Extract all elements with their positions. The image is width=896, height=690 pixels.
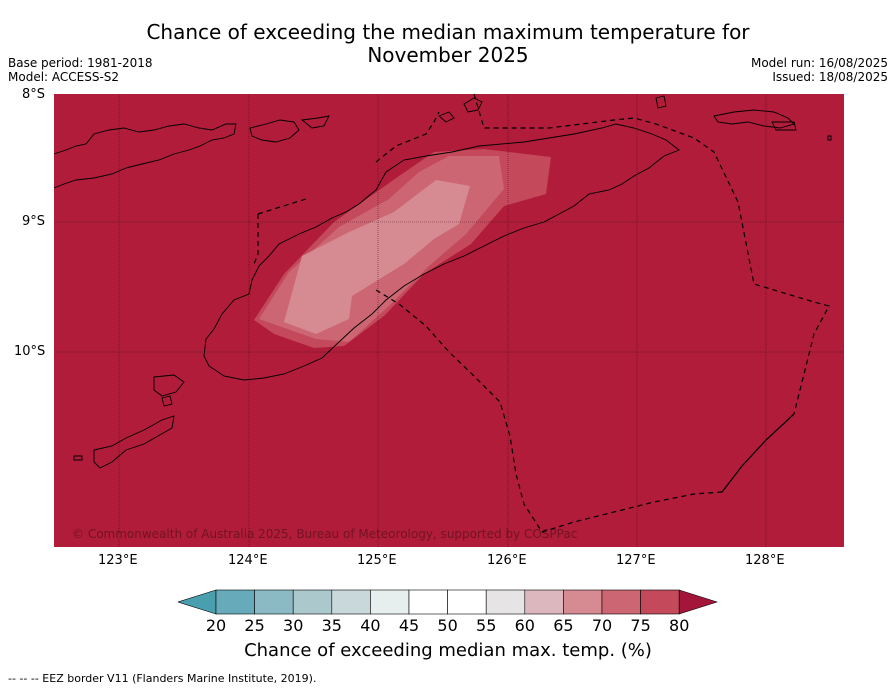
colorbar-segment xyxy=(485,589,526,615)
lat-label-10s: 10°S xyxy=(14,344,46,359)
colorbar-tick-label: 75 xyxy=(630,616,651,635)
colorbar-tick-label: 30 xyxy=(283,616,304,635)
colorbar-segment xyxy=(215,589,255,615)
wetar-coastline xyxy=(463,97,483,113)
eez-footnote: -- -- -- EEZ border V11 (Flanders Marine… xyxy=(8,672,317,685)
coastlines xyxy=(54,95,832,469)
atauro-coastline xyxy=(438,111,455,123)
lon-label-124e: 124°E xyxy=(228,553,268,568)
colorbar-tick-label: 65 xyxy=(553,616,574,635)
timor-coastline xyxy=(203,123,680,381)
issued-text: Issued: 18/08/2025 xyxy=(772,70,888,84)
colorbar-segment xyxy=(370,589,410,615)
colorbar-arrow-high xyxy=(678,589,718,615)
base-period-text: Base period: 1981-2018 xyxy=(8,56,153,70)
colorbar-segment xyxy=(640,589,680,615)
colorbar-tick-label: 60 xyxy=(514,616,535,635)
leti-coastline xyxy=(713,109,795,129)
lon-label-123e: 123°E xyxy=(98,553,138,568)
colorbar-label: Chance of exceeding median max. temp. (%… xyxy=(244,640,652,661)
colorbar-tick-label: 20 xyxy=(205,616,227,635)
colorbar-tick-label: 45 xyxy=(398,616,420,635)
colorbar-tick-label: 40 xyxy=(360,616,381,635)
islet-coastline xyxy=(73,455,83,461)
semau-coastline xyxy=(161,395,173,407)
colorbar-segment xyxy=(292,589,333,615)
colorbar-segment xyxy=(331,589,371,615)
lat-label-9s: 9°S xyxy=(22,214,46,229)
colorbar-segment xyxy=(563,589,603,615)
eez-solid-section xyxy=(721,413,795,493)
probability-band-65 xyxy=(284,180,470,334)
colorbar-tick-label: 55 xyxy=(476,616,497,635)
lon-label-125e: 125°E xyxy=(357,553,397,568)
kisar-coastline xyxy=(655,95,667,109)
lon-label-127e: 127°E xyxy=(616,553,656,568)
colorbar-tick-label: 80 xyxy=(669,616,690,635)
lon-label-126e: 126°E xyxy=(487,553,527,568)
lakor-coastline xyxy=(827,135,832,141)
colorbar-segment xyxy=(601,589,641,615)
colorbar-arrow-low xyxy=(178,589,217,615)
map-title-line1: Chance of exceeding the median maximum t… xyxy=(146,20,750,44)
model-text: Model: ACCESS-S2 xyxy=(8,70,120,84)
graticule xyxy=(54,94,844,547)
pantar-coastline xyxy=(249,119,300,143)
lon-label-128e: 128°E xyxy=(745,553,785,568)
forecast-map: © Commonwealth of Australia 2025, Bureau… xyxy=(54,94,844,547)
model-run-text: Model run: 16/08/2025 xyxy=(750,56,888,70)
colorbar-tick-label: 25 xyxy=(244,616,265,635)
copyright-notice: © Commonwealth of Australia 2025, Bureau… xyxy=(72,527,577,541)
colorbar-segment xyxy=(524,589,564,615)
colorbar-tick-label: 35 xyxy=(321,616,342,635)
lat-label-8s: 8°S xyxy=(22,87,46,102)
rote-coastline xyxy=(153,374,185,397)
flores-alor-coastline xyxy=(54,123,237,189)
colorbar-segment xyxy=(254,589,294,615)
colorbar-segment xyxy=(408,589,448,615)
map-title-line2: November 2025 xyxy=(367,43,529,67)
moa-coastline xyxy=(771,121,797,131)
eez-border xyxy=(253,94,830,533)
colorbar-tick-label: 50 xyxy=(437,616,458,635)
alor-coastline xyxy=(300,115,330,129)
colorbar xyxy=(178,589,718,615)
colorbar-tick-label: 70 xyxy=(591,616,613,635)
colorbar-segment xyxy=(447,589,487,615)
rote-south-coastline xyxy=(93,415,175,469)
